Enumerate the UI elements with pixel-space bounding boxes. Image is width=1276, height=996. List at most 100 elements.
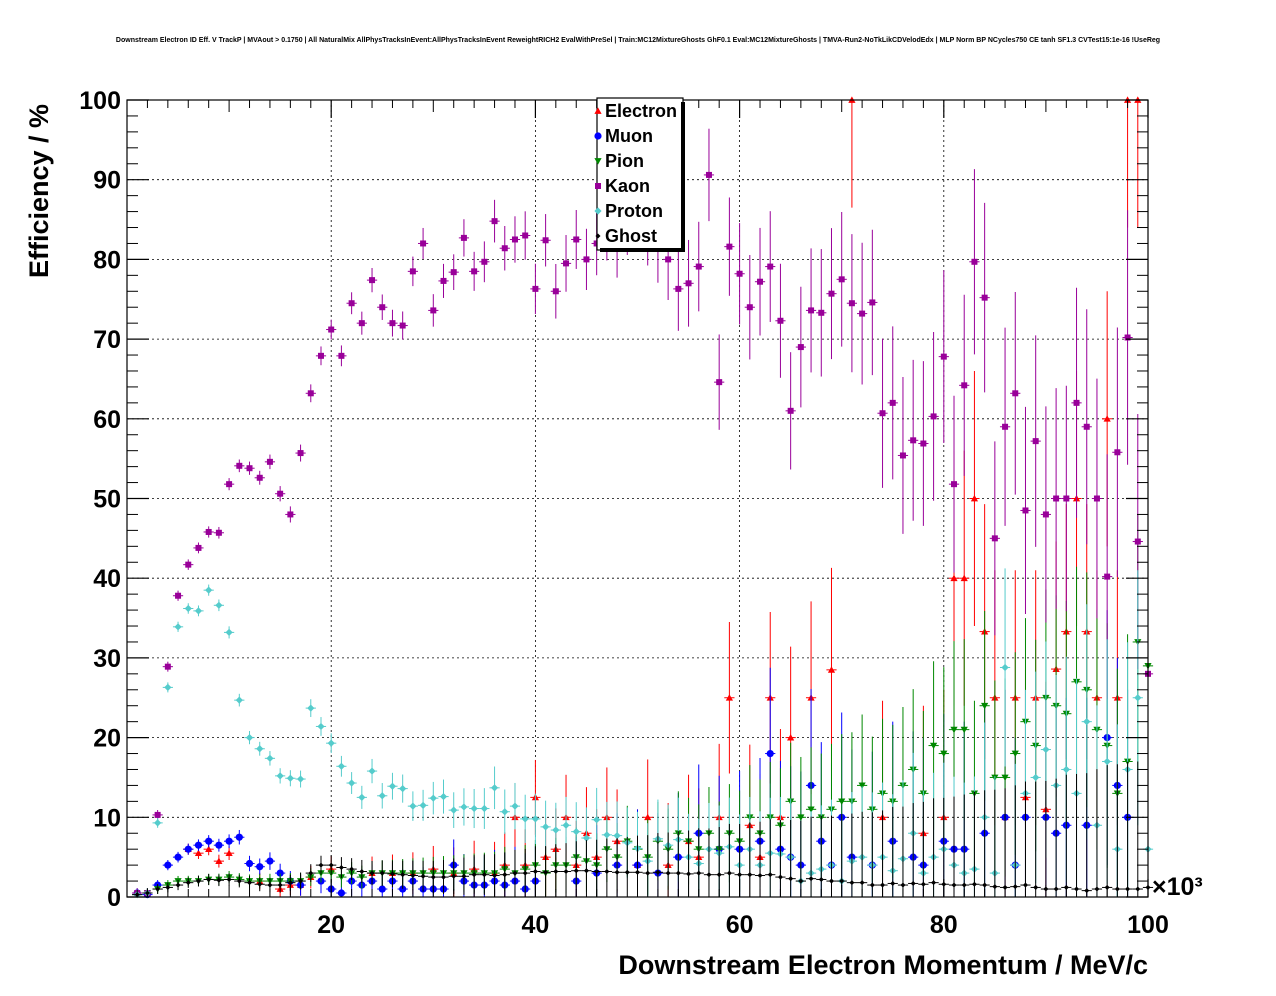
data-point [889,399,896,406]
data-point [307,390,314,397]
data-point [594,868,600,875]
data-point [1063,495,1070,502]
data-point [205,586,213,594]
data-point [235,833,243,841]
data-point [154,819,162,827]
data-point [471,268,478,275]
data-point [695,263,702,270]
data-point [439,792,448,801]
data-point [593,816,601,824]
data-point [982,882,988,888]
legend-marker-electron [594,107,602,114]
data-point [583,868,589,874]
data-point [1083,718,1091,726]
data-point [777,874,783,880]
legend-label-ghost: Ghost [605,226,657,246]
data-point [1134,694,1142,702]
legend: Electron Muon Pion Kaon Proton Ghost [594,97,685,252]
data-point [573,236,580,243]
data-point [184,604,192,613]
data-point [512,870,518,876]
data-point [931,880,937,886]
data-point [879,410,886,417]
data-point [1011,750,1019,758]
data-point [277,490,284,497]
data-point [1134,538,1141,545]
data-point [1012,884,1018,890]
data-point [267,882,273,888]
data-point [929,742,938,750]
data-point [1042,511,1049,518]
data-point [317,352,324,359]
data-point [358,320,365,327]
data-point [655,869,661,875]
y-tick-label: 90 [93,167,121,195]
data-point [1042,745,1050,754]
data-point [328,326,335,333]
data-point [808,307,815,314]
data-point [613,832,621,840]
data-point [286,774,294,782]
data-point [951,481,958,488]
data-point [164,861,172,869]
data-point [981,294,988,301]
data-point [399,785,407,793]
y-tick-label: 50 [93,486,121,514]
data-point [1001,663,1009,672]
data-point [480,804,488,813]
data-point [788,876,794,882]
data-point [563,868,569,875]
data-point [277,882,283,888]
data-point [298,878,304,884]
legend-marker-kaon [595,183,601,189]
data-point [1001,774,1009,782]
axes: 20 40 60 80 100 0 10 20 30 40 50 60 70 80 90 100 [79,87,1169,939]
data-point [807,806,815,813]
data-point [726,870,732,876]
data-point [787,734,795,741]
data-point [1074,886,1080,892]
data-point [1022,882,1028,888]
data-point [960,726,968,734]
data-point [899,452,906,459]
data-point [134,892,140,898]
data-point [470,804,478,813]
data-point [225,849,233,857]
data-point [236,462,243,469]
data-point [971,881,977,887]
data-point [1114,886,1120,892]
y-tick-label: 70 [93,326,121,354]
data-point [175,592,182,599]
data-point [1135,886,1141,892]
data-point [552,826,560,834]
data-point [910,880,916,886]
data-point [563,260,570,267]
data-point [174,853,182,861]
data-point [491,218,498,225]
data-point [940,353,947,360]
data-point [531,815,539,823]
data-point [1053,886,1059,892]
y-tick-label: 60 [93,406,121,434]
data-point [971,258,978,265]
data-point [318,862,324,868]
data-point [501,808,509,816]
data-point [155,886,161,892]
data-point [337,889,346,897]
data-point [644,813,652,821]
data-point [696,870,702,876]
data-point [532,285,539,292]
data-point [266,458,273,465]
data-point [828,290,835,297]
data-point [797,814,805,821]
data-point [246,465,253,472]
data-point [450,806,458,814]
data-point [1002,884,1008,890]
data-point [787,407,794,414]
data-point [869,882,875,888]
x-tick-label: 80 [930,911,958,939]
data-point [582,834,591,842]
data-point [338,864,344,871]
x-tick-label: 60 [726,911,754,939]
data-point [451,873,457,879]
